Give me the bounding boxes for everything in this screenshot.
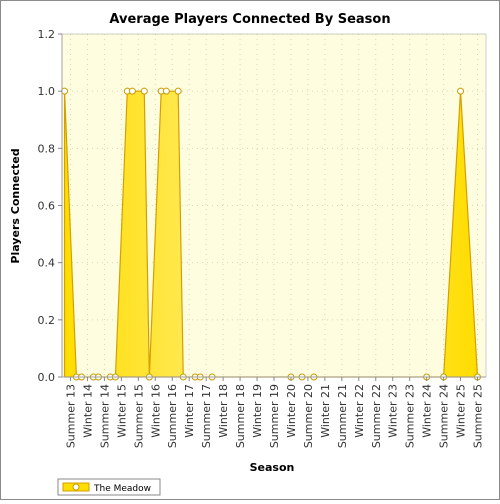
y-tick-label: 0.2 <box>38 314 56 327</box>
x-tick-label: Winter 24 <box>421 384 434 438</box>
y-axis-label: Players Connected <box>9 148 22 263</box>
y-tick-label: 0.0 <box>38 371 56 384</box>
data-point-marker <box>140 87 148 95</box>
y-tick-label: 0.6 <box>38 200 56 213</box>
x-tick-label: Summer 20 <box>302 384 315 448</box>
data-point-marker <box>174 87 182 95</box>
legend: The Meadow <box>57 478 161 496</box>
x-tick-label: Summer 14 <box>98 384 111 448</box>
x-tick-label: Winter 17 <box>183 384 196 438</box>
x-tick-label: Summer 15 <box>132 384 145 448</box>
legend-label-the-meadow: The Meadow <box>93 484 151 494</box>
x-tick-label: Summer 18 <box>234 384 247 448</box>
y-tick-label: 0.8 <box>38 142 56 155</box>
data-point-marker <box>128 87 136 95</box>
y-tick-label: 0.4 <box>38 257 56 270</box>
x-tick-label: Summer 17 <box>200 384 213 448</box>
data-point-marker <box>162 87 170 95</box>
x-tick-label: Winter 19 <box>251 384 264 438</box>
data-point-marker <box>457 87 465 95</box>
y-tick-label: 1.0 <box>38 85 56 98</box>
x-tick-label: Winter 15 <box>115 384 128 438</box>
x-tick-label: Winter 16 <box>149 384 162 438</box>
x-tick-label: Summer 21 <box>336 384 349 448</box>
legend-marker <box>72 483 80 491</box>
x-tick-label: Winter 20 <box>285 384 298 438</box>
x-tick-label: Summer 13 <box>64 384 77 448</box>
plot-area: 0.0 0.2 0.4 0.6 0.8 1.0 1.2 Summer 13 Winter 14 S… <box>38 28 487 448</box>
x-tick-label: Summer 16 <box>166 384 179 448</box>
x-tick-label: Summer 23 <box>404 384 417 448</box>
x-tick-label: Winter 18 <box>217 384 230 438</box>
x-tick-label: Winter 21 <box>319 384 332 438</box>
x-tick-label: Winter 22 <box>353 384 366 438</box>
chart-title: Average Players Connected By Season <box>109 12 390 27</box>
x-tick-label: Winter 23 <box>387 384 400 438</box>
x-tick-label: Summer 19 <box>268 384 281 448</box>
x-tick-label: Summer 25 <box>472 384 485 448</box>
y-tick-label: 1.2 <box>38 28 56 41</box>
x-tick-label: Winter 14 <box>81 384 94 438</box>
x-axis-label: Season <box>250 461 295 474</box>
x-tick-label: Winter 25 <box>455 384 468 438</box>
x-tick-label: Summer 24 <box>438 384 451 448</box>
x-tick-label: Summer 22 <box>370 384 383 448</box>
